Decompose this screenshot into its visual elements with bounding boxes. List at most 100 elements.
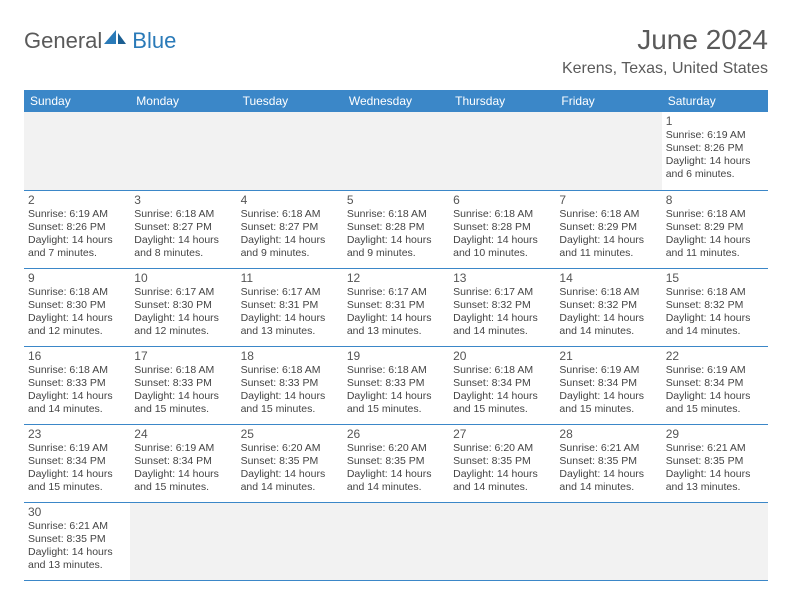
calendar-cell: 19Sunrise: 6:18 AMSunset: 8:33 PMDayligh… xyxy=(343,346,449,424)
calendar-cell: 29Sunrise: 6:21 AMSunset: 8:35 PMDayligh… xyxy=(662,424,768,502)
daylight-text: Daylight: 14 hours xyxy=(666,155,764,168)
sunrise-text: Sunrise: 6:17 AM xyxy=(241,286,339,299)
sunrise-text: Sunrise: 6:18 AM xyxy=(347,364,445,377)
sunset-text: Sunset: 8:35 PM xyxy=(241,455,339,468)
weekday-header: Saturday xyxy=(662,90,768,112)
calendar-cell: 10Sunrise: 6:17 AMSunset: 8:30 PMDayligh… xyxy=(130,268,236,346)
day-number: 9 xyxy=(28,271,126,285)
sunset-text: Sunset: 8:35 PM xyxy=(559,455,657,468)
daylight-text: and 13 minutes. xyxy=(666,481,764,494)
day-number: 18 xyxy=(241,349,339,363)
day-number: 22 xyxy=(666,349,764,363)
sunset-text: Sunset: 8:32 PM xyxy=(666,299,764,312)
day-number: 13 xyxy=(453,271,551,285)
sunset-text: Sunset: 8:34 PM xyxy=(559,377,657,390)
sunset-text: Sunset: 8:34 PM xyxy=(28,455,126,468)
calendar-cell xyxy=(662,502,768,580)
calendar-week-row: 1Sunrise: 6:19 AMSunset: 8:26 PMDaylight… xyxy=(24,112,768,190)
daylight-text: and 11 minutes. xyxy=(559,247,657,260)
calendar-cell: 4Sunrise: 6:18 AMSunset: 8:27 PMDaylight… xyxy=(237,190,343,268)
daylight-text: Daylight: 14 hours xyxy=(28,546,126,559)
sunset-text: Sunset: 8:33 PM xyxy=(347,377,445,390)
weekday-header: Monday xyxy=(130,90,236,112)
sunset-text: Sunset: 8:34 PM xyxy=(453,377,551,390)
sunset-text: Sunset: 8:32 PM xyxy=(453,299,551,312)
daylight-text: and 14 minutes. xyxy=(453,481,551,494)
daylight-text: and 14 minutes. xyxy=(559,481,657,494)
daylight-text: Daylight: 14 hours xyxy=(666,234,764,247)
sunrise-text: Sunrise: 6:18 AM xyxy=(666,286,764,299)
weekday-header: Tuesday xyxy=(237,90,343,112)
logo-text-blue: Blue xyxy=(132,28,176,54)
calendar-cell: 24Sunrise: 6:19 AMSunset: 8:34 PMDayligh… xyxy=(130,424,236,502)
daylight-text: Daylight: 14 hours xyxy=(134,312,232,325)
day-number: 7 xyxy=(559,193,657,207)
daylight-text: and 14 minutes. xyxy=(559,325,657,338)
sunset-text: Sunset: 8:32 PM xyxy=(559,299,657,312)
calendar-cell: 13Sunrise: 6:17 AMSunset: 8:32 PMDayligh… xyxy=(449,268,555,346)
daylight-text: Daylight: 14 hours xyxy=(134,234,232,247)
calendar-week-row: 9 Sunrise: 6:18 AM Sunset: 8:30 PM Daylight… xyxy=(24,268,768,346)
day-number: 12 xyxy=(347,271,445,285)
sunrise-text: Sunrise: 6:19 AM xyxy=(28,208,126,221)
sunrise-text: Sunrise: 6:18 AM xyxy=(666,208,764,221)
daylight-text: and 14 minutes. xyxy=(28,403,126,416)
sunset-text: Sunset: 8:29 PM xyxy=(666,221,764,234)
sunrise-text: Sunrise: 6:21 AM xyxy=(559,442,657,455)
daylight-text: and 13 minutes. xyxy=(28,559,126,572)
calendar-cell xyxy=(555,502,661,580)
sunset-text: Sunset: 8:34 PM xyxy=(666,377,764,390)
day-number: 19 xyxy=(347,349,445,363)
sunrise-text: Sunrise: 6:18 AM xyxy=(134,364,232,377)
calendar-cell: 27Sunrise: 6:20 AMSunset: 8:35 PMDayligh… xyxy=(449,424,555,502)
calendar-cell: 1Sunrise: 6:19 AMSunset: 8:26 PMDaylight… xyxy=(662,112,768,190)
calendar-cell xyxy=(237,112,343,190)
daylight-text: and 12 minutes. xyxy=(28,325,126,338)
calendar-cell: 12Sunrise: 6:17 AMSunset: 8:31 PMDayligh… xyxy=(343,268,449,346)
sunrise-text: Sunrise: 6:21 AM xyxy=(28,520,126,533)
calendar-cell xyxy=(343,502,449,580)
daylight-text: and 14 minutes. xyxy=(453,325,551,338)
calendar-cell xyxy=(130,502,236,580)
daylight-text: and 15 minutes. xyxy=(241,403,339,416)
sunrise-text: Sunrise: 6:17 AM xyxy=(134,286,232,299)
calendar-cell: 5Sunrise: 6:18 AMSunset: 8:28 PMDaylight… xyxy=(343,190,449,268)
day-number: 20 xyxy=(453,349,551,363)
weekday-header: Friday xyxy=(555,90,661,112)
sunset-text: Sunset: 8:31 PM xyxy=(347,299,445,312)
sunset-text: Sunset: 8:29 PM xyxy=(559,221,657,234)
sunset-text: Sunset: 8:30 PM xyxy=(28,299,126,312)
calendar-cell: 23Sunrise: 6:19 AMSunset: 8:34 PMDayligh… xyxy=(24,424,130,502)
daylight-text: and 12 minutes. xyxy=(134,325,232,338)
calendar-cell: 21Sunrise: 6:19 AMSunset: 8:34 PMDayligh… xyxy=(555,346,661,424)
weekday-header: Wednesday xyxy=(343,90,449,112)
day-number: 14 xyxy=(559,271,657,285)
sunrise-text: Sunrise: 6:18 AM xyxy=(453,208,551,221)
daylight-text: Daylight: 14 hours xyxy=(241,390,339,403)
sunset-text: Sunset: 8:27 PM xyxy=(241,221,339,234)
calendar-cell: 14Sunrise: 6:18 AMSunset: 8:32 PMDayligh… xyxy=(555,268,661,346)
day-number: 15 xyxy=(666,271,764,285)
calendar-cell xyxy=(343,112,449,190)
sunset-text: Sunset: 8:28 PM xyxy=(347,221,445,234)
day-number: 25 xyxy=(241,427,339,441)
sunset-text: Sunset: 8:35 PM xyxy=(347,455,445,468)
daylight-text: Daylight: 14 hours xyxy=(453,468,551,481)
calendar-cell: 2Sunrise: 6:19 AMSunset: 8:26 PMDaylight… xyxy=(24,190,130,268)
calendar-cell: 16Sunrise: 6:18 AMSunset: 8:33 PMDayligh… xyxy=(24,346,130,424)
daylight-text: and 9 minutes. xyxy=(347,247,445,260)
sunset-text: Sunset: 8:26 PM xyxy=(666,142,764,155)
sunrise-text: Sunrise: 6:19 AM xyxy=(134,442,232,455)
daylight-text: Daylight: 14 hours xyxy=(453,312,551,325)
daylight-text: and 7 minutes. xyxy=(28,247,126,260)
day-number: 10 xyxy=(134,271,232,285)
daylight-text: and 15 minutes. xyxy=(28,481,126,494)
sunrise-text: Sunrise: 6:18 AM xyxy=(453,364,551,377)
sunset-text: Sunset: 8:26 PM xyxy=(28,221,126,234)
day-number: 17 xyxy=(134,349,232,363)
sunset-text: Sunset: 8:34 PM xyxy=(134,455,232,468)
daylight-text: Daylight: 14 hours xyxy=(347,312,445,325)
daylight-text: and 14 minutes. xyxy=(347,481,445,494)
daylight-text: and 15 minutes. xyxy=(347,403,445,416)
calendar-cell: 20Sunrise: 6:18 AMSunset: 8:34 PMDayligh… xyxy=(449,346,555,424)
